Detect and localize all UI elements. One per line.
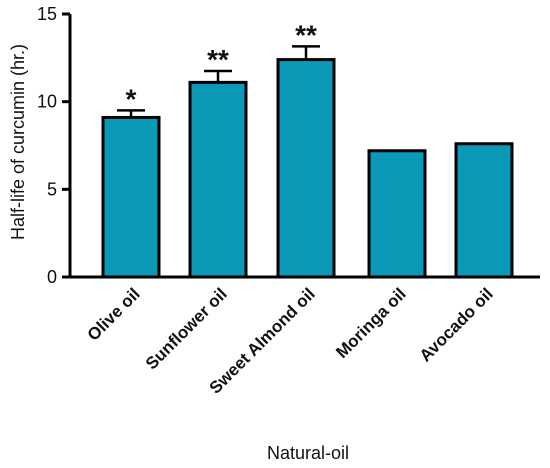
error-bars-group <box>117 45 320 118</box>
bar <box>454 142 514 279</box>
bars-group <box>101 58 514 279</box>
x-category-label: Sunflower oil <box>142 284 231 373</box>
x-category-label: Moringa oil <box>332 284 410 362</box>
x-axis-title: Natural-oil <box>267 443 349 463</box>
x-category-label: Avocado oil <box>416 284 497 365</box>
y-axis-title: Half-life of curcumin (hr.) <box>8 44 28 240</box>
y-tick-label: 5 <box>47 179 57 199</box>
bar <box>276 58 336 279</box>
significance-marker: ** <box>295 19 317 50</box>
significance-marker: * <box>126 83 137 114</box>
y-axis-ticks: 0 5 10 15 <box>37 4 70 287</box>
bar <box>101 115 161 279</box>
y-tick-label: 15 <box>37 4 57 24</box>
significance-marker: ** <box>207 44 229 75</box>
x-category-label: Olive oil <box>84 284 144 344</box>
bar <box>188 80 248 279</box>
significance-markers: ***** <box>126 19 317 114</box>
bar <box>367 149 427 279</box>
y-tick-label: 10 <box>37 92 57 112</box>
y-tick-label: 0 <box>47 267 57 287</box>
